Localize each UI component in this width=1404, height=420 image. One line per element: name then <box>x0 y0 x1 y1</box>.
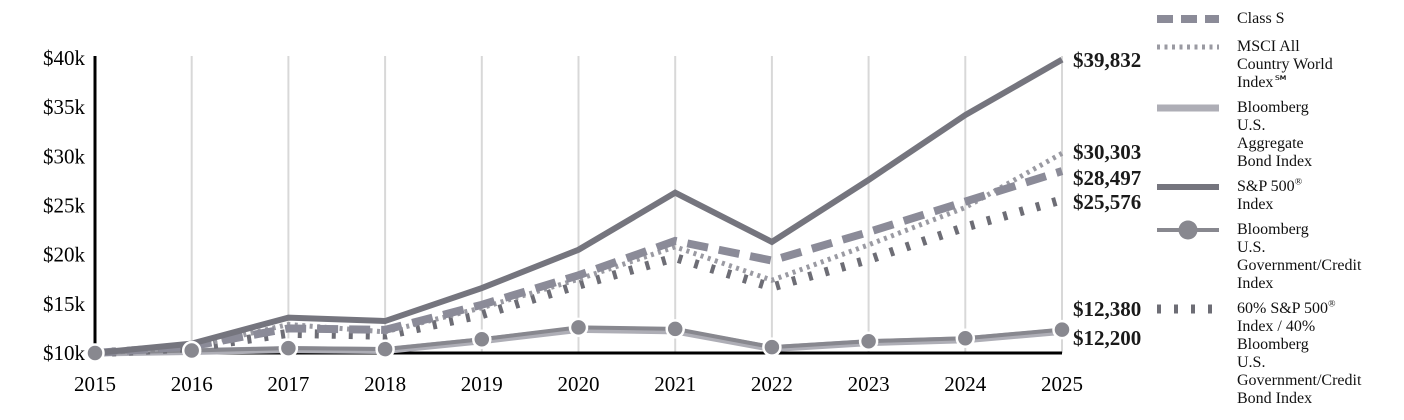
legend-label-line: Index℠ <box>1237 74 1290 91</box>
end-value-label: $28,497 <box>1073 166 1141 190</box>
x-tick-label: 2017 <box>267 372 309 396</box>
y-tick-label: $20k <box>43 243 86 267</box>
legend-label: Bloomberg U.S. Aggregate Bond Index <box>1237 99 1312 171</box>
legend-label-line: U.S. <box>1237 354 1266 371</box>
legend-sample-solid-dark-icon <box>1157 184 1219 190</box>
legend-sample-dotted-icon <box>1157 44 1219 50</box>
legend-label-line: MSCI All <box>1237 38 1300 55</box>
legend-item-bloomberg: Bloomberg U.S. Government/Credit Index <box>1157 220 1403 293</box>
y-tick-label: $30k <box>43 144 86 168</box>
legend-item-msci-all: MSCI All Country World Index℠ <box>1157 38 1403 92</box>
x-tick-label: 2016 <box>171 372 213 396</box>
series-marker-bloomberg-u-s-government-credit-index <box>1052 319 1072 340</box>
end-value-label: $12,380 <box>1073 297 1141 321</box>
legend-label: MSCI All Country World Index℠ <box>1237 38 1333 92</box>
legend-item-bloomberg: Bloomberg U.S. Aggregate Bond Index <box>1157 99 1403 171</box>
legend-label: Bloomberg U.S. Government/Credit Index <box>1237 221 1361 293</box>
end-value-label: $39,832 <box>1073 48 1141 72</box>
legend-label: 60% S&P 500® Index / 40% Bloomberg U.S. Gove… <box>1237 298 1362 408</box>
x-tick-label: 2021 <box>654 372 696 396</box>
legend-label-line: S&P 500® <box>1237 176 1303 195</box>
x-tick-label: 2020 <box>558 372 600 396</box>
y-tick-label: $40k <box>43 46 86 70</box>
legend-label-line: U.S. <box>1237 117 1266 134</box>
y-tick-label: $10k <box>43 341 86 365</box>
series-marker-bloomberg-u-s-government-credit-index <box>375 339 395 359</box>
series-marker-bloomberg-u-s-government-credit-index <box>85 343 105 363</box>
x-tick-label: 2024 <box>944 372 987 396</box>
end-value-label: $25,576 <box>1073 190 1141 214</box>
legend-label-line: Aggregate <box>1237 135 1304 152</box>
y-tick-label: $25k <box>43 194 86 218</box>
legend-sample-long-dash-icon <box>1157 15 1219 23</box>
legend-label: Class S <box>1237 10 1285 28</box>
legend: Class S MSCI All Country World Index℠ Bloomb… <box>1157 10 1403 415</box>
legend-label-line: Bloomberg <box>1237 336 1309 353</box>
legend-label-line: U.S. <box>1237 239 1266 256</box>
legend-item-class-s: Class S <box>1157 10 1403 31</box>
legend-item-60-s-p-500: 60% S&P 500® Index / 40% Bloomberg U.S. Gove… <box>1157 298 1403 408</box>
legend-label-line: Bond Index <box>1237 153 1313 170</box>
legend-sample-circle-marker-icon <box>1157 220 1219 240</box>
series-line-s-p-500-index <box>94 57 1064 356</box>
legend-label: S&P 500® Index <box>1237 176 1303 214</box>
legend-label-line: 60% S&P 500® <box>1237 298 1336 317</box>
series-marker-bloomberg-u-s-government-credit-index <box>472 329 492 349</box>
x-tick-label: 2025 <box>1041 372 1083 396</box>
legend-label-line: Country World <box>1237 56 1333 73</box>
legend-label-line: Index <box>1237 275 1274 292</box>
legend-label-line: Government/Credit <box>1237 257 1362 274</box>
legend-label-line: Government/Credit <box>1237 372 1362 389</box>
x-tick-label: 2019 <box>461 372 503 396</box>
x-tick-label: 2022 <box>751 372 793 396</box>
end-value-label: $12,200 <box>1073 326 1141 350</box>
legend-label-line: Bloomberg <box>1237 99 1309 116</box>
end-value-label: $30,303 <box>1073 140 1141 164</box>
series-marker-bloomberg-u-s-government-credit-index <box>568 317 589 338</box>
x-tick-label: 2023 <box>848 372 890 396</box>
series-line-class-s <box>94 167 1064 357</box>
legend-label-line: Bloomberg <box>1237 221 1309 238</box>
legend-label-line: Index / 40% <box>1237 318 1316 335</box>
legend-sample-circle <box>1178 220 1198 240</box>
legend-item-s-p-500: S&P 500® Index <box>1157 176 1403 214</box>
series-line-msci-all-country-world-index <box>94 151 1064 356</box>
legend-label-line: Index <box>1237 196 1274 213</box>
series-marker-bloomberg-u-s-government-credit-index <box>665 319 685 339</box>
legend-sample-solid-light-icon <box>1157 104 1219 112</box>
series-marker-bloomberg-u-s-government-credit-index <box>762 337 782 357</box>
series-marker-bloomberg-u-s-government-credit-index <box>955 328 976 348</box>
x-tick-label: 2015 <box>74 372 116 396</box>
legend-label-line: Class S <box>1237 10 1285 27</box>
x-tick-label: 2018 <box>364 372 406 396</box>
legend-label-line: Bond Index <box>1237 390 1313 407</box>
y-tick-label: $35k <box>43 95 86 119</box>
y-tick-label: $15k <box>43 292 86 316</box>
series-marker-bloomberg-u-s-government-credit-index <box>858 331 879 351</box>
legend-sample-square-dash-icon <box>1157 304 1219 314</box>
series-marker-bloomberg-u-s-government-credit-index <box>181 340 202 361</box>
series-marker-bloomberg-u-s-government-credit-index <box>278 338 299 358</box>
